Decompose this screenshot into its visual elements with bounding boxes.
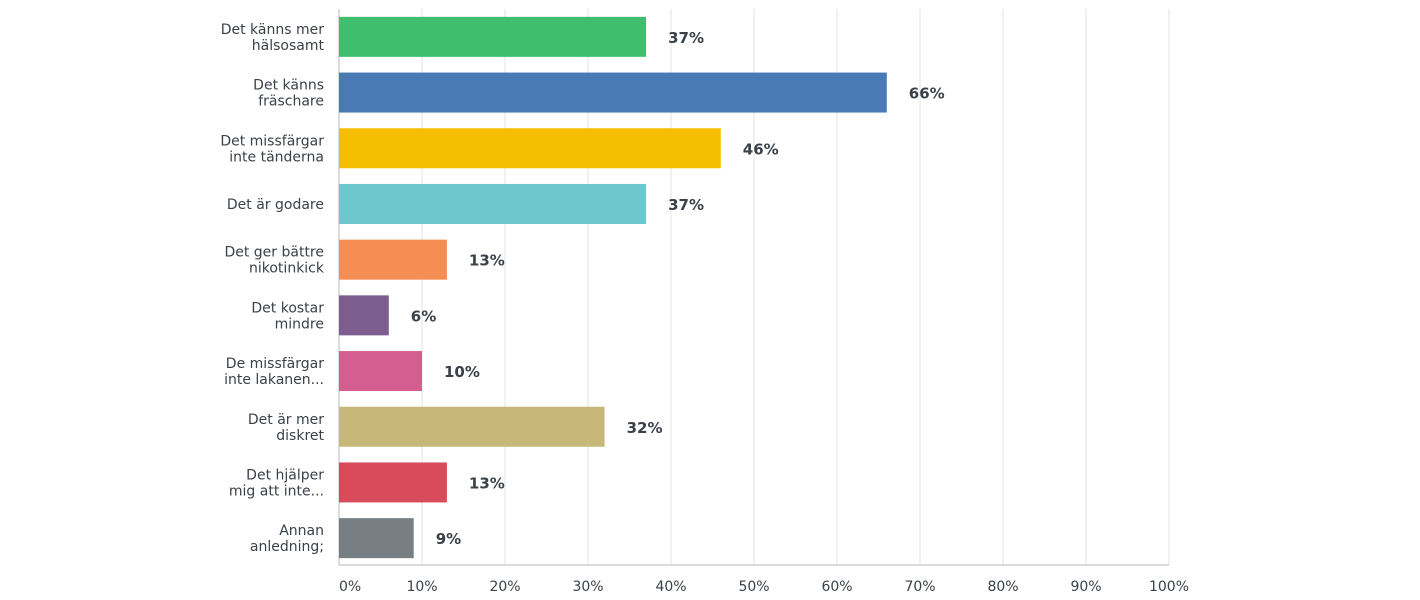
x-tick-label-100: 100%: [1149, 579, 1189, 595]
x-tick-label-80: 80%: [987, 579, 1018, 595]
category-label-4: Det ger bättre nikotinkick: [224, 245, 324, 277]
bar-9: [339, 518, 414, 559]
category-label-9: Annan anledning;: [250, 523, 324, 555]
category-label-7: Det är mer diskret: [248, 412, 325, 444]
x-tick-label-60: 60%: [821, 579, 852, 595]
value-label-4: 13%: [469, 252, 505, 270]
label-layer: Det känns mer hälsosamt 37% Det känns fräsch…: [220, 22, 944, 555]
bar-4: [339, 239, 447, 280]
x-tick-label-30: 30%: [572, 579, 603, 595]
bar-2: [339, 128, 721, 169]
value-label-2: 46%: [743, 140, 779, 158]
value-label-8: 13%: [469, 474, 505, 492]
category-label-3: Det är godare: [227, 197, 324, 213]
category-label-0: Det känns mer hälsosamt: [221, 22, 325, 54]
x-tick-label-70: 70%: [904, 579, 935, 595]
value-label-1: 66%: [909, 85, 945, 103]
x-tick-label-50: 50%: [738, 579, 769, 595]
x-tick-label-20: 20%: [489, 579, 520, 595]
value-label-9: 9%: [436, 530, 461, 548]
value-label-3: 37%: [668, 196, 704, 214]
x-tick-label-90: 90%: [1070, 579, 1101, 595]
bar-1: [339, 72, 887, 113]
value-label-0: 37%: [668, 29, 704, 47]
x-tick-label-40: 40%: [655, 579, 686, 595]
bar-3: [339, 183, 647, 224]
value-label-5: 6%: [411, 307, 436, 325]
x-axis-ticks: 0% 10% 20% 30% 40% 50% 60% 70% 80% 90% 100%: [339, 579, 1189, 595]
x-tick-label-0: 0%: [339, 579, 361, 595]
bar-0: [339, 16, 647, 57]
value-label-6: 10%: [444, 363, 480, 381]
bar-7: [339, 406, 605, 447]
category-label-2: Det missfärgar inte tänderna: [220, 133, 324, 165]
bar-5: [339, 295, 389, 336]
category-label-5: Det kostar mindre: [251, 300, 324, 332]
bar-8: [339, 462, 447, 503]
category-label-1: Det känns fräschare: [253, 78, 324, 110]
bar-6: [339, 351, 422, 392]
bar-layer: [339, 16, 887, 559]
value-label-7: 32%: [627, 419, 663, 437]
category-label-8: Det hjälper mig att inte...: [229, 467, 324, 499]
category-label-6: De missfärgar inte lakanen...: [224, 356, 324, 388]
x-tick-label-10: 10%: [406, 579, 437, 595]
